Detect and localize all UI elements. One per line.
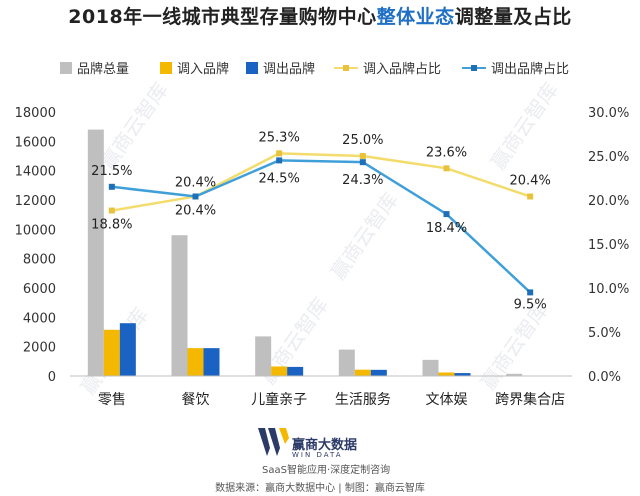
data-label: 24.5% [259, 171, 300, 186]
line-point [108, 183, 115, 190]
data-label: 23.6% [426, 145, 467, 160]
left-tick-label: 8000 [23, 253, 56, 268]
title-prefix: 2018年一线城市典型存量购物中心 [68, 6, 377, 28]
data-label: 9.5% [514, 297, 547, 312]
bar [171, 235, 188, 376]
right-tick-label: 25.0% [588, 150, 629, 165]
bar [103, 329, 120, 376]
bar [370, 369, 387, 376]
line-point [276, 157, 283, 164]
left-tick-label: 0 [48, 370, 56, 385]
line-point [359, 153, 366, 159]
line-point [527, 193, 534, 200]
category-label: 零售 [98, 392, 126, 408]
left-tick-label: 2000 [23, 341, 56, 356]
category-label: 儿童亲子 [251, 391, 307, 408]
watermarks: 赢商云智库赢商云智库赢商云智库赢商云智库赢商云智库赢商云智库 [76, 78, 563, 399]
series-line [111, 159, 532, 294]
chart-canvas: 品牌总量 调入品牌 调出品牌 调入品牌占比 调出品牌占比 赢商云智库赢商云智库赢商云智库… [15, 61, 630, 408]
legend-label: 调出品牌占比 [491, 61, 569, 77]
data-label: 21.5% [91, 164, 132, 179]
legend-label: 调出品牌 [263, 61, 315, 77]
bar [255, 336, 272, 376]
data-label: 24.3% [342, 173, 383, 188]
watermark-text: 赢商云智库 [326, 188, 403, 284]
left-tick-label: 4000 [23, 311, 56, 326]
data-source: 数据来源：赢商大数据中心 | 制图：赢商云智库 [215, 483, 425, 494]
brand-name: 赢商大数据 [292, 438, 358, 453]
brand-logo-icon [258, 428, 289, 456]
bar [271, 366, 288, 376]
bar [119, 323, 136, 376]
left-tick-label: 16000 [15, 135, 56, 150]
legend-label: 调入品牌占比 [363, 61, 441, 77]
bar [438, 372, 455, 376]
line-point [527, 289, 534, 296]
data-label: 20.4% [175, 203, 216, 218]
category-label: 生活服务 [335, 392, 391, 408]
data-label: 20.4% [175, 175, 216, 190]
data-label: 18.8% [91, 218, 132, 233]
right-tick-label: 20.0% [588, 194, 629, 209]
legend-label: 品牌总量 [77, 61, 129, 77]
line-point [443, 165, 450, 172]
left-tick-label: 6000 [23, 282, 56, 297]
legend-marker [471, 65, 477, 71]
line-point [276, 150, 283, 157]
brand-name-en: WIN DATA [292, 451, 343, 459]
title-highlight: 整体业态 [376, 6, 455, 28]
bar [422, 359, 439, 376]
line-point [108, 207, 115, 214]
category-label: 文体娱 [426, 392, 468, 408]
left-tick-label: 10000 [15, 223, 56, 238]
legend-label: 调入品牌 [177, 61, 229, 77]
bar [87, 129, 104, 376]
category-label: 跨界集合店 [495, 391, 565, 408]
x-axis: 零售 餐饮 儿童亲子 生活服务 文体娱 跨界集合店 [70, 375, 572, 408]
category-label: 餐饮 [182, 392, 210, 408]
bar [454, 373, 471, 376]
watermark-text: 赢商云智库 [486, 78, 563, 174]
legend-marker [343, 65, 349, 71]
right-axis: 0.0% 5.0% 10.0% 15.0% 20.0% 25.0% 30.0% [588, 106, 629, 385]
data-label: 25.3% [259, 130, 300, 145]
lines: 18.8% 20.4% 25.3% 25.0% 23.6% 20.4% 21.5% 20.4%… [91, 130, 551, 312]
brand-tagline: SaaS智能应用·深度定制咨询 [262, 465, 391, 476]
title-suffix: 调整量及占比 [454, 6, 572, 28]
legend: 品牌总量 调入品牌 调出品牌 调入品牌占比 调出品牌占比 [60, 61, 569, 77]
left-axis: 0 2000 4000 6000 8000 10000 12000 14000 16000 180… [15, 106, 56, 385]
data-label: 18.4% [426, 221, 467, 236]
legend-swatch [160, 62, 172, 74]
line-point [443, 211, 450, 218]
right-tick-label: 0.0% [588, 370, 621, 385]
bar [354, 369, 371, 376]
right-tick-label: 30.0% [588, 106, 629, 121]
bar [287, 366, 304, 376]
right-tick-label: 10.0% [588, 282, 629, 297]
watermark-text: 赢商云智库 [476, 298, 553, 394]
data-label: 20.4% [510, 173, 551, 188]
bar [187, 348, 204, 376]
bar [338, 349, 355, 376]
left-tick-label: 12000 [15, 194, 56, 209]
left-tick-label: 18000 [15, 106, 56, 121]
watermark-text: 赢商云智库 [96, 78, 173, 174]
data-label: 25.0% [342, 133, 383, 148]
right-tick-label: 5.0% [588, 326, 621, 341]
bar [506, 373, 523, 376]
bars [87, 129, 555, 376]
series-line [111, 152, 531, 212]
line-point [359, 159, 366, 166]
chart-title: 2018年一线城市典型存量购物中心整体业态调整量及占比 [0, 2, 640, 29]
legend-swatch [246, 62, 258, 74]
left-tick-label: 14000 [15, 165, 56, 180]
legend-swatch [60, 62, 72, 74]
right-tick-label: 15.0% [588, 238, 629, 253]
line-point [192, 193, 199, 200]
bar [203, 348, 220, 376]
